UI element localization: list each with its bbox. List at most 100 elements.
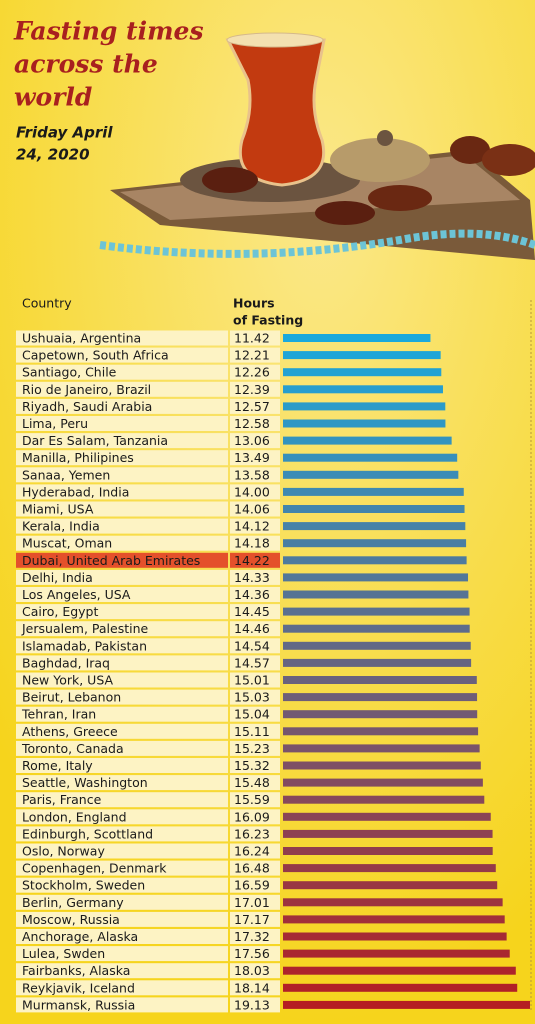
value-label: 14.46 [234, 621, 270, 636]
value-header: of Fasting [233, 313, 303, 328]
value-label: 12.58 [234, 416, 270, 431]
row-label-box [16, 792, 228, 808]
row-label-box [16, 758, 228, 773]
bar [283, 1000, 530, 1009]
row-label-box [16, 484, 228, 500]
bar [283, 607, 470, 616]
bar [283, 864, 496, 873]
row-value-box [230, 740, 280, 756]
value-label: 12.57 [234, 399, 270, 414]
row-value-box [230, 501, 280, 517]
row-label-box [16, 997, 228, 1013]
value-label: 15.11 [234, 724, 270, 739]
titles: Fasting times across the world Friday April… [13, 17, 204, 164]
bar [283, 368, 442, 377]
row-label-box [16, 860, 228, 876]
row-label-box [16, 638, 228, 654]
category-label: Reykjavik, Iceland [22, 980, 135, 995]
bar [283, 812, 491, 821]
category-label: Beirut, Lebanon [22, 690, 121, 705]
row-value-box [230, 792, 280, 808]
category-label: Jersualem, Palestine [21, 621, 149, 636]
row-label-box [16, 587, 228, 602]
bar [283, 949, 510, 958]
row-label-box [16, 706, 228, 722]
value-label: 19.13 [234, 997, 270, 1012]
category-label: New York, USA [22, 673, 114, 688]
value-label: 14.36 [234, 587, 270, 602]
bar [283, 727, 479, 736]
value-label: 14.22 [234, 553, 270, 568]
chart-subtitle: Friday April [16, 124, 113, 142]
bar [283, 402, 446, 411]
category-label: Lulea, Swden [22, 946, 105, 961]
bar [283, 505, 465, 513]
value-label: 16.48 [234, 861, 270, 876]
row-value-box [230, 347, 280, 363]
category-label: Paris, France [22, 792, 102, 807]
value-label: 15.04 [234, 707, 270, 722]
row-label-box [16, 809, 228, 825]
row-value-box [230, 860, 280, 876]
row-value-box [230, 775, 280, 791]
bar [283, 590, 469, 599]
value-label: 16.24 [234, 844, 270, 859]
bar [283, 829, 493, 838]
bar [283, 693, 478, 702]
category-label: Lima, Peru [22, 416, 88, 431]
category-label: Fairbanks, Alaska [22, 963, 130, 978]
row-label-box [16, 330, 228, 346]
category-label: Cairo, Egypt [22, 604, 98, 619]
row-value-box [230, 894, 280, 910]
category-label: Copenhagen, Denmark [22, 861, 167, 876]
row-value-box [230, 963, 280, 979]
row-label-box [16, 894, 228, 910]
bar [283, 966, 516, 975]
category-label: Seattle, Washington [22, 775, 148, 790]
bar [283, 761, 481, 770]
value-label: 16.09 [234, 809, 270, 824]
row-label-box [16, 535, 228, 551]
row-label-box [16, 929, 228, 944]
row-value-box [230, 980, 280, 996]
value-label: 15.03 [234, 690, 270, 705]
row-value-box [230, 621, 280, 637]
bar [283, 778, 483, 787]
row-label-box [16, 621, 228, 637]
row-value-box [230, 638, 280, 654]
value-label: 13.06 [234, 433, 270, 448]
bar [283, 932, 507, 941]
bar [283, 898, 503, 907]
category-label: Ushuaia, Argentina [22, 331, 141, 346]
category-header: Country [22, 296, 72, 311]
bar [283, 522, 466, 531]
row-value-box [230, 518, 280, 534]
category-label: Miami, USA [22, 502, 94, 517]
chart-title: world [14, 83, 92, 112]
value-label: 14.18 [234, 536, 270, 551]
value-label: 18.03 [234, 963, 270, 978]
row-label-box [16, 398, 228, 414]
value-label: 14.45 [234, 604, 270, 619]
row-value-box [230, 911, 280, 927]
value-label: 17.01 [234, 895, 270, 910]
value-label: 16.59 [234, 878, 270, 893]
row-value-box [230, 723, 280, 739]
value-label: 15.01 [234, 673, 270, 688]
value-label: 14.54 [234, 638, 270, 653]
bar [283, 710, 478, 719]
row-label-box [16, 364, 228, 380]
category-label: Santiago, Chile [22, 365, 117, 380]
row-label-box [16, 723, 228, 739]
value-label: 15.59 [234, 792, 270, 807]
category-label: Stockholm, Sweden [22, 878, 145, 893]
value-label: 15.32 [234, 758, 270, 773]
category-label: Anchorage, Alaska [22, 929, 138, 944]
bar [283, 419, 446, 428]
row-value-box [230, 604, 280, 620]
value-label: 14.00 [234, 484, 270, 499]
row-label-box [16, 347, 228, 363]
row-value-box [230, 450, 280, 466]
bar [283, 470, 459, 479]
